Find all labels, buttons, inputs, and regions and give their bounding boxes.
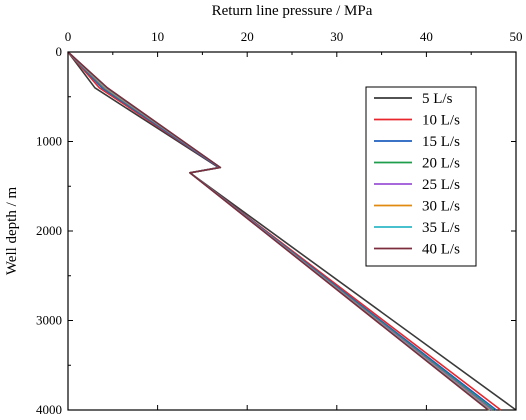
x-tick-label: 0 bbox=[65, 29, 72, 44]
y-tick-label: 3000 bbox=[36, 313, 62, 328]
legend-label: 20 L/s bbox=[422, 156, 460, 172]
y-tick-label: 1000 bbox=[36, 134, 62, 149]
y-tick-label: 2000 bbox=[36, 223, 62, 238]
x-tick-label: 30 bbox=[330, 29, 343, 44]
y-tick-label: 0 bbox=[56, 44, 63, 59]
x-axis-title: Return line pressure / MPa bbox=[212, 3, 373, 19]
x-tick-label: 50 bbox=[510, 29, 523, 44]
y-axis-title: Well depth / m bbox=[4, 186, 20, 275]
legend-label: 15 L/s bbox=[422, 134, 460, 150]
legend-box bbox=[365, 86, 477, 267]
legend: 5 L/s 10 L/s 15 L/s 20 L/s 25 L/s 30 L/s 35 L/… bbox=[365, 86, 477, 267]
legend-label: 25 L/s bbox=[422, 177, 460, 193]
x-tick-label: 10 bbox=[151, 29, 164, 44]
legend-label: 30 L/s bbox=[422, 199, 460, 215]
legend-label: 5 L/s bbox=[422, 91, 453, 107]
y-tick-label: 4000 bbox=[36, 402, 62, 417]
legend-label: 10 L/s bbox=[422, 113, 460, 129]
series-line-7 bbox=[67, 51, 489, 411]
y-axis-ticks: 0 1000 2000 3000 4000 bbox=[36, 44, 516, 417]
legend-label: 35 L/s bbox=[422, 220, 460, 236]
legend-label: 40 L/s bbox=[422, 242, 460, 258]
series-lines bbox=[67, 51, 517, 411]
x-axis-ticks: 0 10 20 30 40 50 bbox=[65, 29, 523, 410]
x-tick-label: 20 bbox=[241, 29, 254, 44]
x-tick-label: 40 bbox=[420, 29, 433, 44]
